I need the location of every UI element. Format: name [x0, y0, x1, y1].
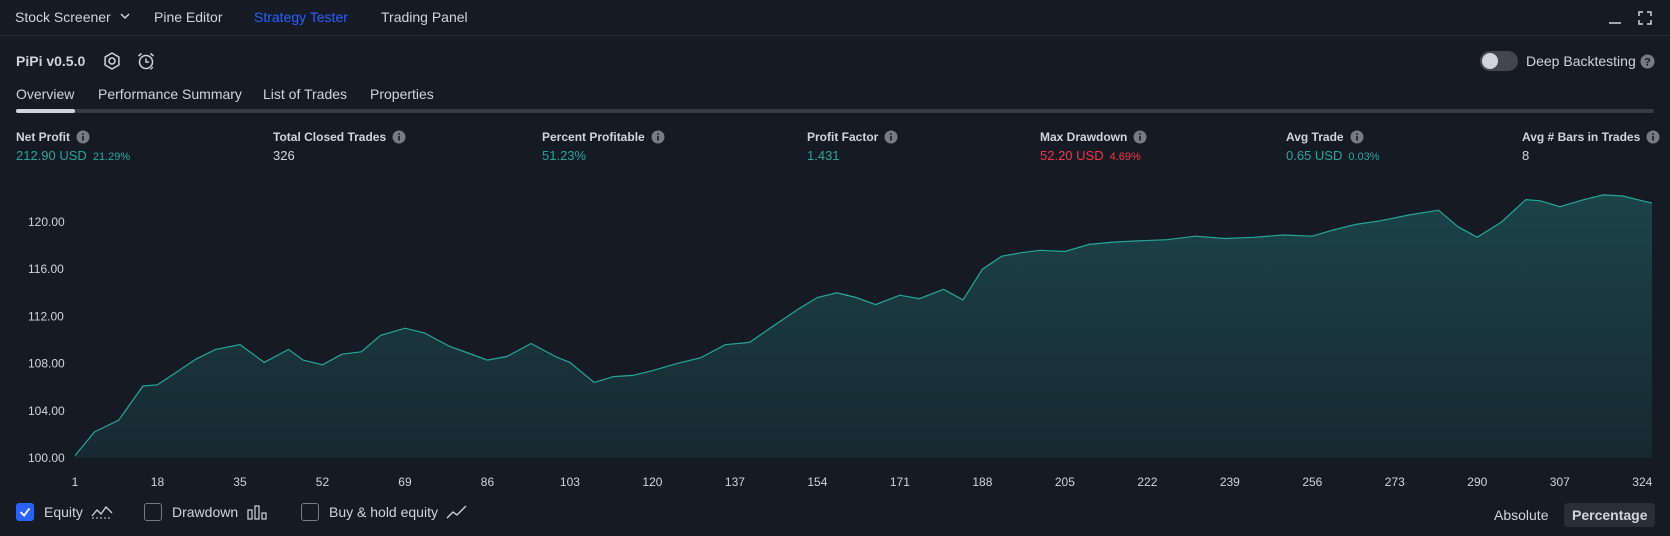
stat-total-closed-trades: Total Closed Trades 326 — [273, 130, 406, 163]
x-tick-label: 239 — [1220, 475, 1240, 489]
info-icon[interactable] — [651, 130, 665, 144]
stat-avg-trade: Avg Trade 0.65 USD 0.03% — [1286, 130, 1380, 163]
x-tick-label: 324 — [1632, 475, 1652, 489]
deep-backtesting-toggle[interactable] — [1480, 51, 1518, 71]
tab-performance-summary[interactable]: Performance Summary — [98, 86, 242, 102]
info-icon[interactable] — [1646, 130, 1660, 144]
x-tick-label: 1 — [72, 475, 79, 489]
info-icon[interactable] — [392, 130, 406, 144]
stat-label: Net Profit — [16, 130, 70, 144]
info-icon[interactable] — [1133, 130, 1147, 144]
x-tick-label: 222 — [1137, 475, 1157, 489]
stat-value: 51.23% — [542, 148, 587, 163]
stat-net-profit: Net Profit 212.90 USD 21.29% — [16, 130, 130, 163]
x-tick-label: 171 — [890, 475, 910, 489]
stat-label: Percent Profitable — [542, 130, 645, 144]
stat-percent-profitable: Percent Profitable 51.23% — [542, 130, 665, 163]
x-tick-label: 35 — [233, 475, 247, 489]
x-axis: 1 18 35 52 69 86 103 120 137 154 171 188 205 222 239 25… — [72, 475, 1653, 489]
stat-sub-value: 4.69% — [1109, 151, 1141, 163]
x-tick-label: 86 — [481, 475, 495, 489]
stat-label: Avg Trade — [1286, 130, 1344, 144]
chevron-down-icon[interactable] — [119, 10, 131, 22]
y-tick-label: 116.00 — [28, 262, 64, 276]
x-tick-label: 307 — [1550, 475, 1570, 489]
bottom-panel-tabbar: Stock Screener Pine Editor Strategy Test… — [0, 0, 1670, 36]
x-tick-label: 120 — [642, 475, 662, 489]
equity-area — [75, 194, 1652, 458]
toggle-knob — [1482, 53, 1498, 69]
x-tick-label: 52 — [316, 475, 330, 489]
stat-label: Max Drawdown — [1040, 130, 1128, 144]
stat-label: Profit Factor — [807, 130, 879, 144]
help-icon[interactable]: ? — [1640, 54, 1655, 69]
check-icon — [19, 507, 31, 517]
y-tick-label: 100.00 — [28, 451, 65, 465]
stat-value: 0.65 USD — [1286, 148, 1343, 163]
stat-sub-value: 21.29% — [92, 151, 131, 163]
equity-checkbox[interactable] — [16, 503, 34, 521]
stat-profit-factor: Profit Factor 1.431 — [807, 130, 898, 163]
bar-chart-icon — [247, 505, 267, 520]
stat-avg-bars-in-trades: Avg # Bars in Trades 8 — [1522, 130, 1660, 163]
gear-icon[interactable] — [102, 51, 122, 71]
stat-sub-value: 0.03% — [1348, 151, 1380, 163]
tabs-scroll-track — [16, 109, 1654, 113]
alarm-clock-icon[interactable] — [136, 51, 156, 71]
x-tick-label: 290 — [1467, 475, 1487, 489]
line-chart-icon — [446, 505, 467, 519]
stat-max-drawdown: Max Drawdown 52.20 USD 4.69% — [1040, 130, 1147, 163]
x-tick-label: 188 — [972, 475, 992, 489]
x-tick-label: 103 — [560, 475, 580, 489]
stat-label: Avg # Bars in Trades — [1522, 130, 1641, 144]
legend-buy-hold-equity[interactable]: Buy & hold equity — [301, 502, 468, 522]
legend-label: Drawdown — [172, 504, 239, 520]
stat-value: 52.20 USD — [1040, 148, 1104, 163]
tab-stock-screener[interactable]: Stock Screener — [15, 9, 111, 25]
x-tick-label: 18 — [151, 475, 165, 489]
minimize-icon[interactable] — [1606, 9, 1624, 27]
y-tick-label: 120.00 — [28, 215, 65, 229]
mode-absolute[interactable]: Absolute — [1494, 507, 1549, 523]
active-tab-indicator — [16, 109, 75, 113]
equity-chart[interactable]: 120.00 116.00 112.00 108.00 104.00 100.00 1 18… — [0, 160, 1670, 496]
y-tick-label: 104.00 — [28, 404, 65, 418]
tab-trading-panel[interactable]: Trading Panel — [381, 9, 468, 25]
maximize-icon[interactable] — [1636, 9, 1654, 27]
legend-label: Equity — [44, 504, 83, 520]
drawdown-checkbox[interactable] — [144, 503, 162, 521]
tab-strategy-tester[interactable]: Strategy Tester — [254, 9, 348, 25]
equity-line — [74, 194, 1653, 456]
y-tick-label: 108.00 — [28, 357, 65, 371]
x-tick-label: 69 — [398, 475, 412, 489]
tab-overview[interactable]: Overview — [16, 86, 75, 102]
equity-line-icon — [91, 505, 113, 519]
legend-label: Buy & hold equity — [329, 504, 438, 520]
x-tick-label: 273 — [1385, 475, 1405, 489]
deep-backtesting-label: Deep Backtesting — [1526, 53, 1636, 69]
stat-value: 326 — [273, 148, 295, 163]
legend-drawdown[interactable]: Drawdown — [144, 502, 268, 522]
strategy-name: PiPi v0.5.0 — [16, 53, 86, 69]
x-tick-label: 256 — [1302, 475, 1322, 489]
stat-value: 1.431 — [807, 148, 840, 163]
tab-list-of-trades[interactable]: List of Trades — [263, 86, 348, 102]
x-tick-label: 205 — [1055, 475, 1075, 489]
info-icon[interactable] — [884, 130, 898, 144]
buy-hold-checkbox[interactable] — [301, 503, 319, 521]
x-tick-label: 137 — [725, 475, 745, 489]
tab-properties[interactable]: Properties — [370, 86, 434, 102]
svg-text:?: ? — [1644, 57, 1651, 69]
stat-value: 8 — [1522, 148, 1530, 163]
stat-label: Total Closed Trades — [273, 130, 387, 144]
legend-equity[interactable]: Equity — [16, 502, 113, 522]
tab-pine-editor[interactable]: Pine Editor — [154, 9, 223, 25]
y-axis: 120.00 116.00 112.00 108.00 104.00 100.00 — [28, 215, 65, 465]
x-tick-label: 154 — [807, 475, 827, 489]
info-icon[interactable] — [76, 130, 90, 144]
y-tick-label: 112.00 — [28, 309, 64, 323]
mode-percentage[interactable]: Percentage — [1564, 503, 1656, 527]
info-icon[interactable] — [1350, 130, 1364, 144]
stat-value: 212.90 USD — [16, 148, 87, 163]
